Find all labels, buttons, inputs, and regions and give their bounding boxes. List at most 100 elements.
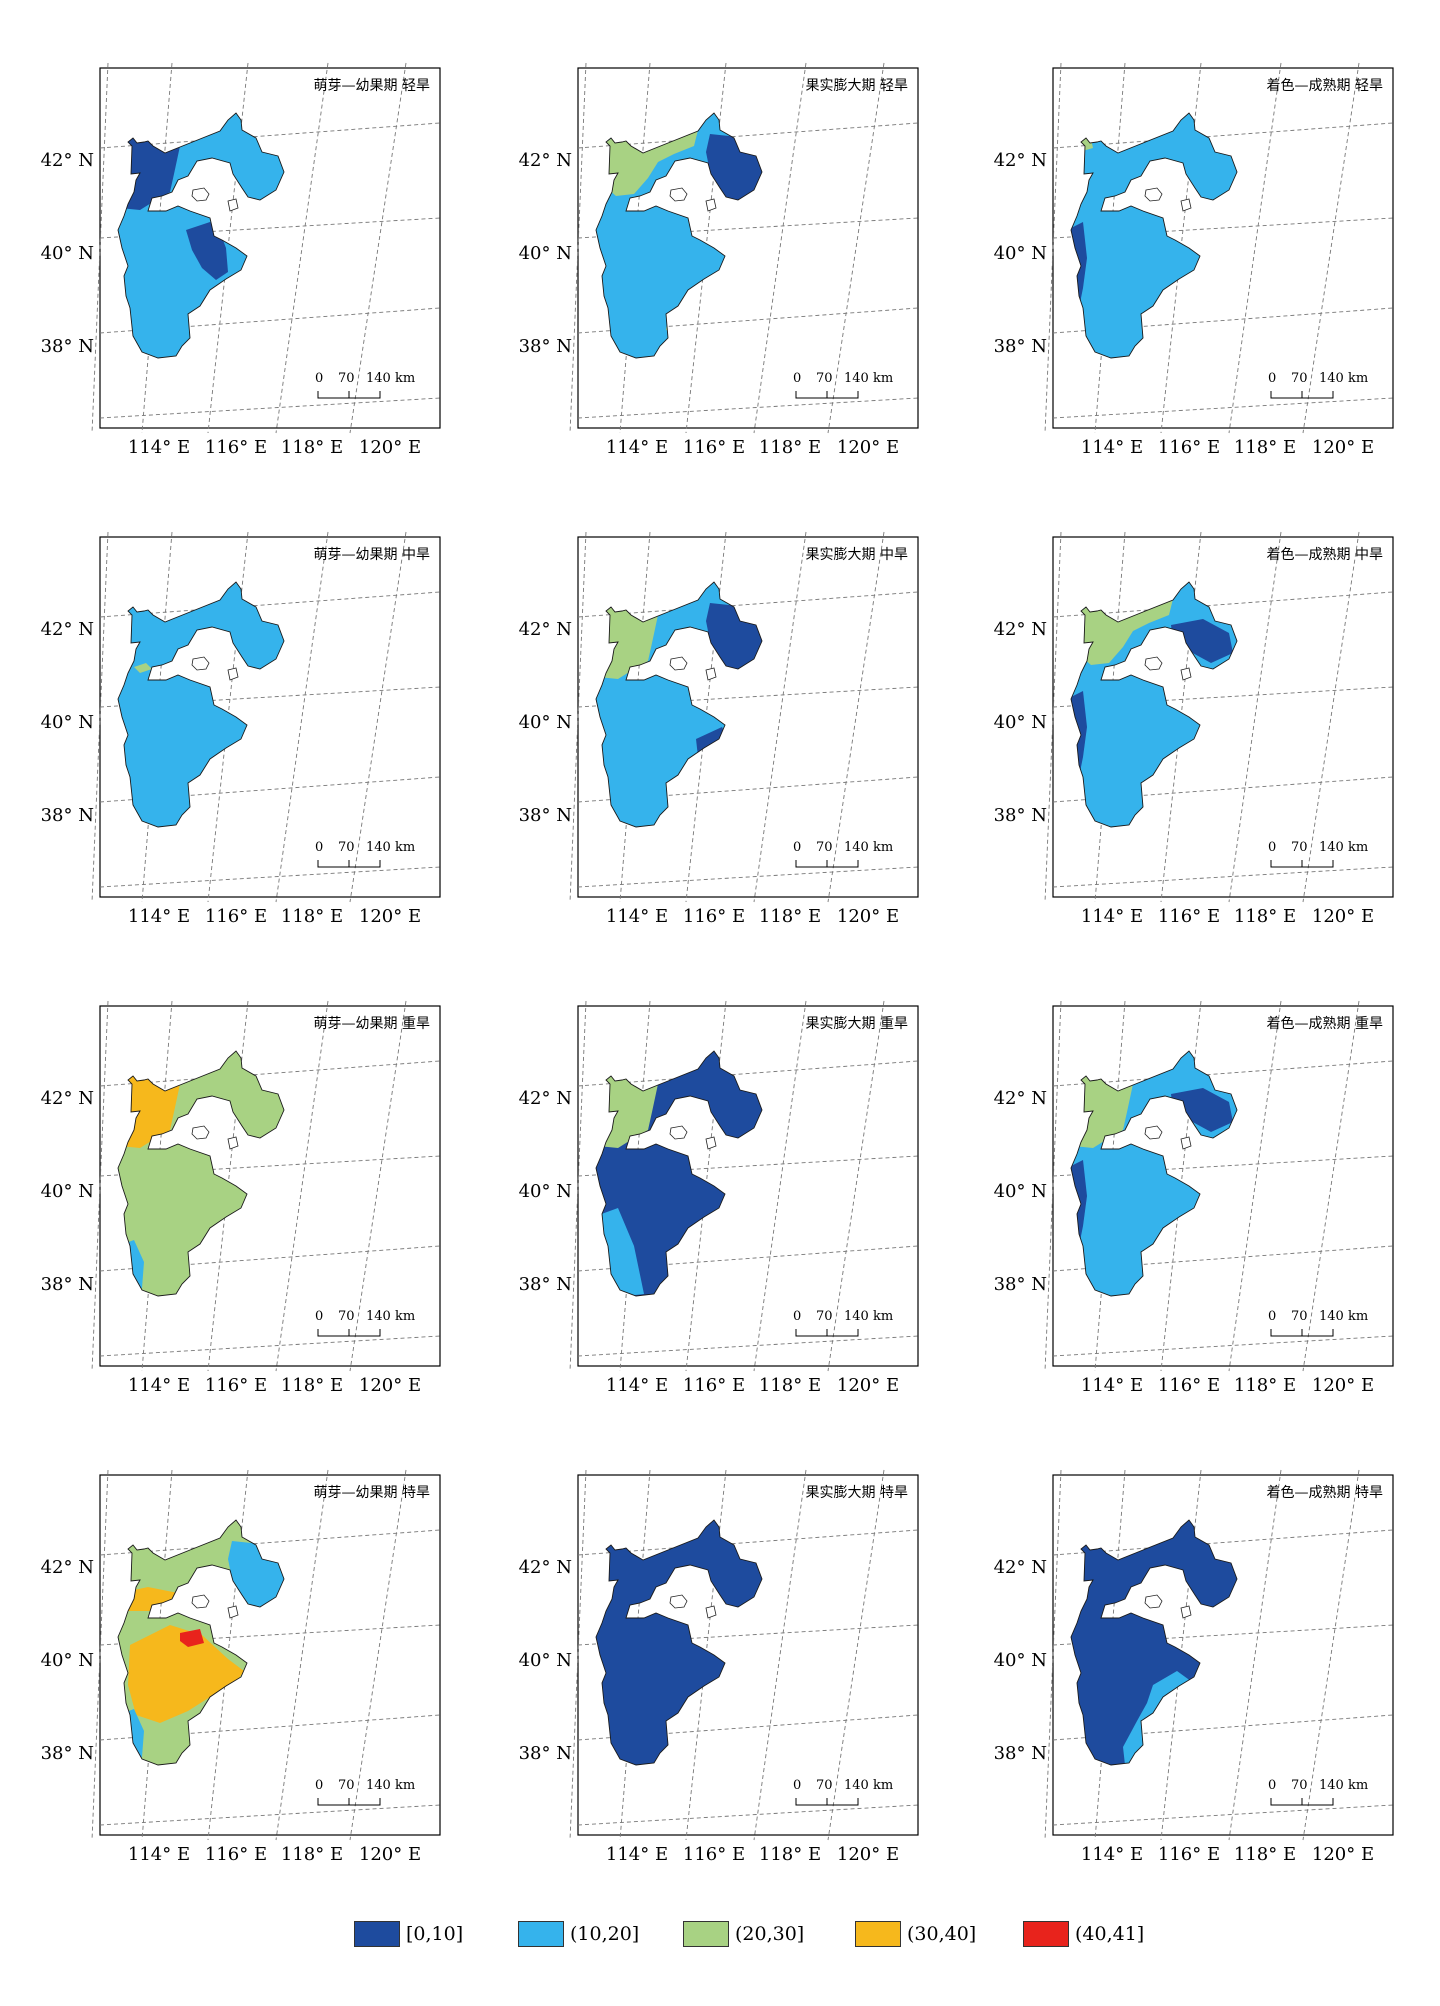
scale-bar: 0 70 140 km <box>793 1309 893 1337</box>
map-panel: 萌芽—幼果期 中旱 0 70 140 km 42° N 40° N 38° N 114° E 1… <box>41 531 441 927</box>
scale-label: 70 <box>338 371 355 386</box>
latitude-label: 42° N <box>519 150 572 171</box>
latitude-label: 38° N <box>41 336 94 357</box>
excluded-area <box>1144 1125 1163 1140</box>
scale-label: 140 km <box>1319 840 1368 855</box>
latitude-label: 40° N <box>994 1181 1047 1202</box>
map-panel: 着色—成熟期 重旱 0 70 140 km 42° N 40° N 38° N 114° E 1… <box>994 1000 1394 1396</box>
panel-title: 着色—成熟期 轻旱 <box>1267 77 1383 94</box>
province-outline <box>1070 112 1238 359</box>
longitude-label: 120° E <box>359 906 421 927</box>
province-outline <box>595 581 763 828</box>
scale-label: 140 km <box>844 1309 893 1324</box>
legend-item: (20,30] <box>683 1920 804 1948</box>
map-panel: 果实膨大期 特旱 0 70 140 km 42° N 40° N 38° N 114° E 11… <box>519 1469 919 1865</box>
latitude-label: 40° N <box>519 243 572 264</box>
meridian-line <box>569 531 587 903</box>
scale-bar-line <box>795 391 859 399</box>
scale-label: 70 <box>816 1309 833 1324</box>
longitude-label: 118° E <box>281 1844 343 1865</box>
longitude-label: 118° E <box>759 1375 821 1396</box>
drought-class-patch <box>1171 619 1233 663</box>
meridian-line <box>827 1469 885 1841</box>
province-outline <box>117 1519 285 1766</box>
scale-label: 70 <box>816 840 833 855</box>
meridian-line <box>1160 1000 1202 1372</box>
latitude-label: 38° N <box>994 1743 1047 1764</box>
meridian-line <box>1228 1469 1282 1841</box>
scale-label: 70 <box>338 1309 355 1324</box>
scale-label: 140 km <box>366 1778 415 1793</box>
meridian-line <box>685 62 727 434</box>
scale-label: 0 <box>1268 371 1276 386</box>
scale-label: 70 <box>1291 371 1308 386</box>
longitude-label: 118° E <box>1234 437 1296 458</box>
latitude-label: 40° N <box>519 712 572 733</box>
meridian-line <box>275 1469 329 1841</box>
parallel-line <box>99 1335 441 1357</box>
scale-bar: 0 70 140 km <box>315 840 415 868</box>
longitude-label: 114° E <box>128 906 190 927</box>
province-outline <box>595 1519 763 1766</box>
parallel-line <box>577 1335 919 1357</box>
longitude-label: 118° E <box>759 1844 821 1865</box>
latitude-label: 42° N <box>41 1557 94 1578</box>
scale-label: 140 km <box>366 840 415 855</box>
meridian-line <box>1302 531 1360 903</box>
longitude-label: 118° E <box>281 906 343 927</box>
parallel-line <box>1052 1335 1394 1357</box>
parallel-line <box>1052 591 1394 618</box>
excluded-area <box>1180 198 1192 212</box>
scale-label: 70 <box>338 840 355 855</box>
meridian-line <box>207 62 249 434</box>
scale-label: 70 <box>1291 1309 1308 1324</box>
map-panel: 着色—成熟期 中旱 0 70 140 km 42° N 40° N 38° N 114° E 1… <box>994 531 1394 927</box>
excluded-area <box>191 187 210 202</box>
scale-bar-line <box>795 1329 859 1337</box>
longitude-label: 120° E <box>1312 437 1374 458</box>
parallel-line <box>99 1804 441 1826</box>
longitude-label: 118° E <box>759 906 821 927</box>
excluded-area <box>705 1605 717 1619</box>
longitude-label: 116° E <box>683 906 745 927</box>
scale-label: 140 km <box>844 1778 893 1793</box>
map-panel: 着色—成熟期 特旱 0 70 140 km 42° N 40° N 38° N 114° E 1… <box>994 1469 1394 1865</box>
meridian-line <box>685 531 727 903</box>
excluded-area <box>1180 1136 1192 1150</box>
parallel-line <box>1052 866 1394 888</box>
latitude-label: 42° N <box>994 150 1047 171</box>
panel-title: 果实膨大期 重旱 <box>806 1015 908 1032</box>
latitude-label: 40° N <box>41 1650 94 1671</box>
map-panel: 果实膨大期 中旱 0 70 140 km 42° N 40° N 38° N 114° E 11… <box>519 531 919 927</box>
meridian-line <box>569 62 587 434</box>
scale-bar: 0 70 140 km <box>1268 371 1368 399</box>
province-outline <box>1070 1050 1238 1297</box>
scale-label: 0 <box>793 371 801 386</box>
longitude-label: 114° E <box>606 906 668 927</box>
latitude-label: 38° N <box>41 1743 94 1764</box>
panel-title: 着色—成熟期 中旱 <box>1267 546 1383 563</box>
excluded-area <box>705 1136 717 1150</box>
longitude-label: 116° E <box>683 437 745 458</box>
legend-label: (30,40] <box>907 1923 977 1945</box>
scale-label: 0 <box>315 840 323 855</box>
scale-bar: 0 70 140 km <box>315 371 415 399</box>
latitude-label: 38° N <box>41 805 94 826</box>
longitude-label: 114° E <box>1081 1844 1143 1865</box>
excluded-area <box>227 1136 239 1150</box>
excluded-area <box>1144 1594 1163 1609</box>
legend-swatch <box>855 1921 901 1947</box>
meridian-line <box>1302 1469 1360 1841</box>
latitude-label: 42° N <box>519 619 572 640</box>
longitude-label: 118° E <box>281 437 343 458</box>
scale-label: 0 <box>1268 840 1276 855</box>
map-panel: 萌芽—幼果期 特旱 0 70 140 km 42° N 40° N 38° N 114° E 1… <box>41 1469 441 1865</box>
scale-bar: 0 70 140 km <box>315 1778 415 1806</box>
parallel-line <box>99 122 441 149</box>
meridian-line <box>569 1000 587 1372</box>
longitude-label: 116° E <box>683 1844 745 1865</box>
legend-item: (30,40] <box>855 1920 976 1948</box>
longitude-label: 114° E <box>606 1844 668 1865</box>
scale-bar-line <box>1270 391 1334 399</box>
